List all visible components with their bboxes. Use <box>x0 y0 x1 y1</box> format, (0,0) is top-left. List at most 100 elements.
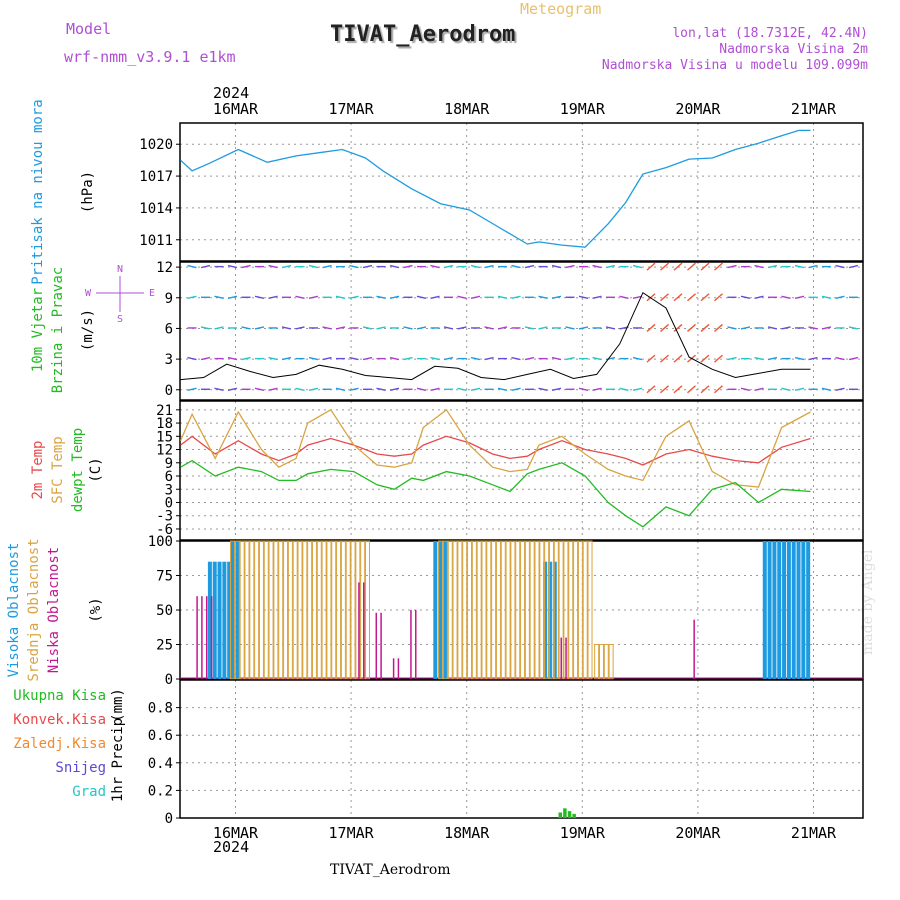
wind-barb <box>592 356 602 361</box>
precip-series-label-1: Konvek.Kisa <box>13 712 106 728</box>
wind-barb <box>660 385 669 394</box>
compass-n: N <box>117 264 123 275</box>
y-tick-label: 1020 <box>139 137 173 153</box>
wind-barb <box>295 295 305 299</box>
wind-barb <box>214 326 224 330</box>
cloud-unit: (%) <box>88 597 104 622</box>
cloud-bar-mid <box>462 540 468 680</box>
wind-barb <box>700 323 710 332</box>
wind-barb <box>660 262 669 271</box>
wind-barb <box>646 354 656 363</box>
day-label-top: 20MAR <box>675 100 721 118</box>
cloud-bar-mid <box>467 540 473 680</box>
wind-barb <box>565 326 575 330</box>
y-tick-label: 18 <box>156 416 173 432</box>
wind-barb <box>660 323 669 332</box>
day-label-bottom: 19MAR <box>560 824 606 842</box>
wind-barb <box>457 295 467 299</box>
cloud-bar-low <box>205 596 208 679</box>
wind-barb <box>470 387 481 391</box>
cloud-bar-mid <box>481 540 487 680</box>
cloud-bar-low <box>415 610 417 679</box>
wind-barb <box>430 356 440 361</box>
wind-barb <box>295 326 305 330</box>
year-top: 2024 <box>213 84 250 102</box>
cloud-bar-mid <box>548 540 554 680</box>
wind-barb <box>308 356 319 361</box>
temp-series-label-0: 2m Temp <box>30 440 46 499</box>
page-title: TIVAT_Aerodrom <box>330 22 516 47</box>
day-label-bottom: 18MAR <box>444 824 490 842</box>
wind-barb <box>740 295 751 299</box>
wind-barb <box>268 387 278 391</box>
wind-barb <box>781 387 791 391</box>
wind-barb <box>241 326 251 330</box>
y-tick-label: 0.8 <box>148 701 173 717</box>
wind-barb <box>389 387 400 391</box>
cloud-bar-mid <box>230 540 236 680</box>
model-label: Model <box>66 20 112 38</box>
wind-barb <box>389 295 400 299</box>
wind-barb <box>403 326 413 330</box>
wind-barb <box>241 264 251 269</box>
wind-barb <box>362 326 373 330</box>
cloud-bar-mid <box>520 540 526 680</box>
wind-barb <box>700 262 710 271</box>
temp-series-label-1: SFC Temp <box>50 436 66 503</box>
day-label-bottom: 17MAR <box>329 824 375 842</box>
wind-barb <box>700 293 710 302</box>
y-tick-label: -3 <box>156 509 173 525</box>
cloud-bar-mid <box>505 540 511 680</box>
cloud-bar-mid <box>283 540 289 680</box>
cloud-bar-mid <box>587 540 593 680</box>
wind-barb <box>794 295 805 299</box>
wind-barb <box>578 326 589 330</box>
panel-frame-2 <box>179 400 864 541</box>
wind-barb <box>254 295 265 299</box>
wind-barb <box>241 356 251 361</box>
wind-barb <box>673 385 683 394</box>
wind-barb <box>484 326 494 330</box>
wind-barb <box>254 326 265 330</box>
cloud-bar-low <box>210 596 213 679</box>
day-label-bottom: 16MAR <box>213 824 259 842</box>
year-bottom: 2024 <box>213 838 250 856</box>
wind-barb <box>673 323 683 332</box>
wind-barb <box>295 387 305 391</box>
y-tick-label: 9 <box>165 291 173 307</box>
wind-barb <box>403 356 413 361</box>
cloud-bar-low <box>363 582 365 679</box>
cloud-bar-mid <box>336 540 342 680</box>
cloud-bar-mid <box>476 540 482 680</box>
y-tick-label: 0.6 <box>148 728 173 744</box>
wind-barb <box>727 326 737 330</box>
wind-barb <box>349 356 359 361</box>
model-elevation: Nadmorska Visina u modelu 109.099m <box>601 58 868 73</box>
cloud-bar-high <box>207 561 212 679</box>
wind-barb <box>767 356 778 361</box>
wind-barb <box>524 264 535 269</box>
wind-barb <box>835 387 845 391</box>
wind-barb <box>430 387 440 391</box>
cloud-bar-mid <box>360 540 366 680</box>
wind-barb <box>700 354 710 363</box>
cloud-bar-low <box>196 596 198 679</box>
wind-axis-label: 10m Vjetar <box>30 288 46 372</box>
cloud-series-label-1: Srednja Oblacnost <box>26 538 42 681</box>
wind-barb <box>443 264 454 269</box>
cloud-bar-mid <box>471 540 477 680</box>
cloud-bar-mid <box>311 540 317 680</box>
wind-barb <box>646 323 656 332</box>
y-tick-label: 6 <box>165 469 173 485</box>
cloud-bar-low <box>201 596 203 679</box>
wind-barb <box>497 326 508 330</box>
temp-unit: (C) <box>88 457 104 482</box>
cloud-series-label-0: Visoka Oblacnost <box>6 543 22 678</box>
wind-barb <box>781 326 791 330</box>
wind-barb <box>605 326 616 330</box>
y-tick-label: 100 <box>148 534 173 550</box>
cloud-bar-mid <box>302 540 308 680</box>
footer-station: TIVAT_Aerodrom <box>330 862 451 878</box>
wind-barb <box>632 387 643 391</box>
wind-barb <box>335 387 346 391</box>
